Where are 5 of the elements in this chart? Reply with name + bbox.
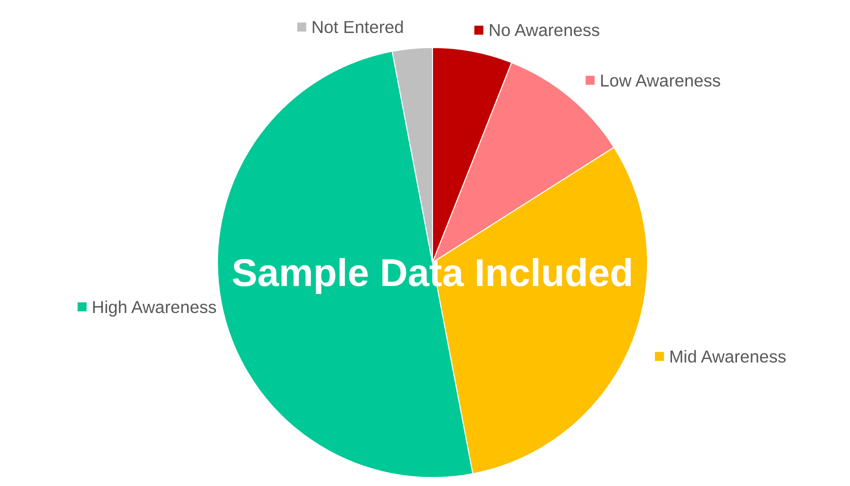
- legend-label: Low Awareness: [600, 70, 722, 90]
- legend-label: No Awareness: [488, 20, 600, 40]
- legend-label: Not Entered: [311, 17, 404, 38]
- legend-label: High Awareness: [92, 296, 218, 317]
- legend-label: Mid Awareness: [669, 346, 787, 366]
